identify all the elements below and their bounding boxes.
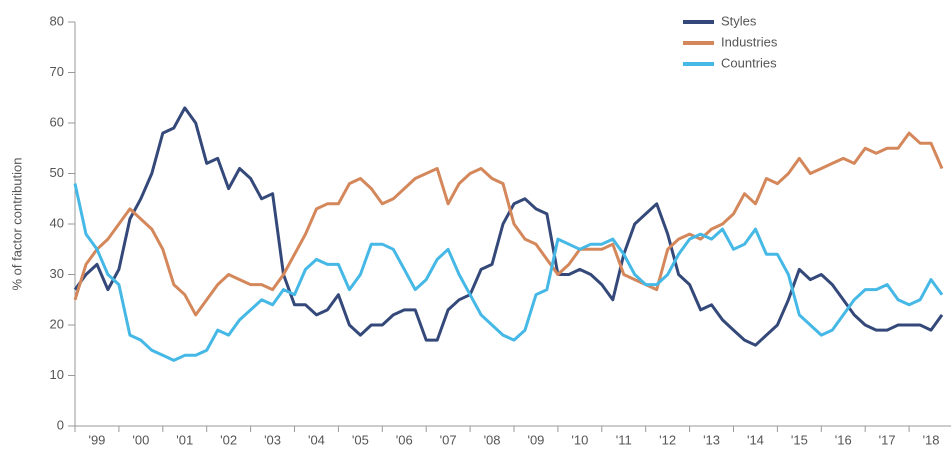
x-tick-label: '09 — [527, 432, 544, 447]
legend-label: Industries — [721, 34, 778, 49]
y-tick-label: 0 — [57, 417, 64, 432]
x-tick-label: '99 — [88, 432, 105, 447]
x-tick-label: '10 — [571, 432, 588, 447]
series-line — [73, 106, 944, 347]
legend-label: Countries — [721, 55, 777, 70]
x-tick-label: '11 — [616, 432, 632, 447]
y-tick-label: 50 — [50, 165, 64, 180]
x-tick-label: '02 — [220, 432, 237, 447]
y-tick-label: 10 — [50, 367, 64, 382]
x-tick-label: '05 — [352, 432, 369, 447]
x-tick-label: '07 — [440, 432, 457, 447]
series-line — [73, 131, 944, 317]
series-line — [73, 183, 944, 362]
x-tick-label: '15 — [791, 432, 808, 447]
x-tick-label: '12 — [659, 432, 676, 447]
y-tick-label: 30 — [50, 266, 64, 281]
y-tick-label: 60 — [50, 114, 64, 129]
x-tick-label: '08 — [484, 432, 501, 447]
x-tick-label: '01 — [176, 432, 193, 447]
x-tick-label: '18 — [923, 432, 940, 447]
x-tick-label: '00 — [132, 432, 149, 447]
legend-label: Styles — [721, 13, 757, 28]
x-tick-label: '17 — [879, 432, 896, 447]
x-tick-label: '04 — [308, 432, 325, 447]
x-tick-label: '06 — [396, 432, 413, 447]
y-tick-label: 70 — [50, 64, 64, 79]
x-tick-label: '13 — [703, 432, 720, 447]
x-tick-label: '16 — [835, 432, 852, 447]
y-tick-label: 80 — [50, 13, 64, 28]
y-tick-label: 40 — [50, 215, 64, 230]
x-tick-label: '14 — [747, 432, 764, 447]
y-tick-label: 20 — [50, 316, 64, 331]
y-axis-label: % of factor contribution — [9, 158, 24, 291]
x-tick-label: '03 — [264, 432, 281, 447]
